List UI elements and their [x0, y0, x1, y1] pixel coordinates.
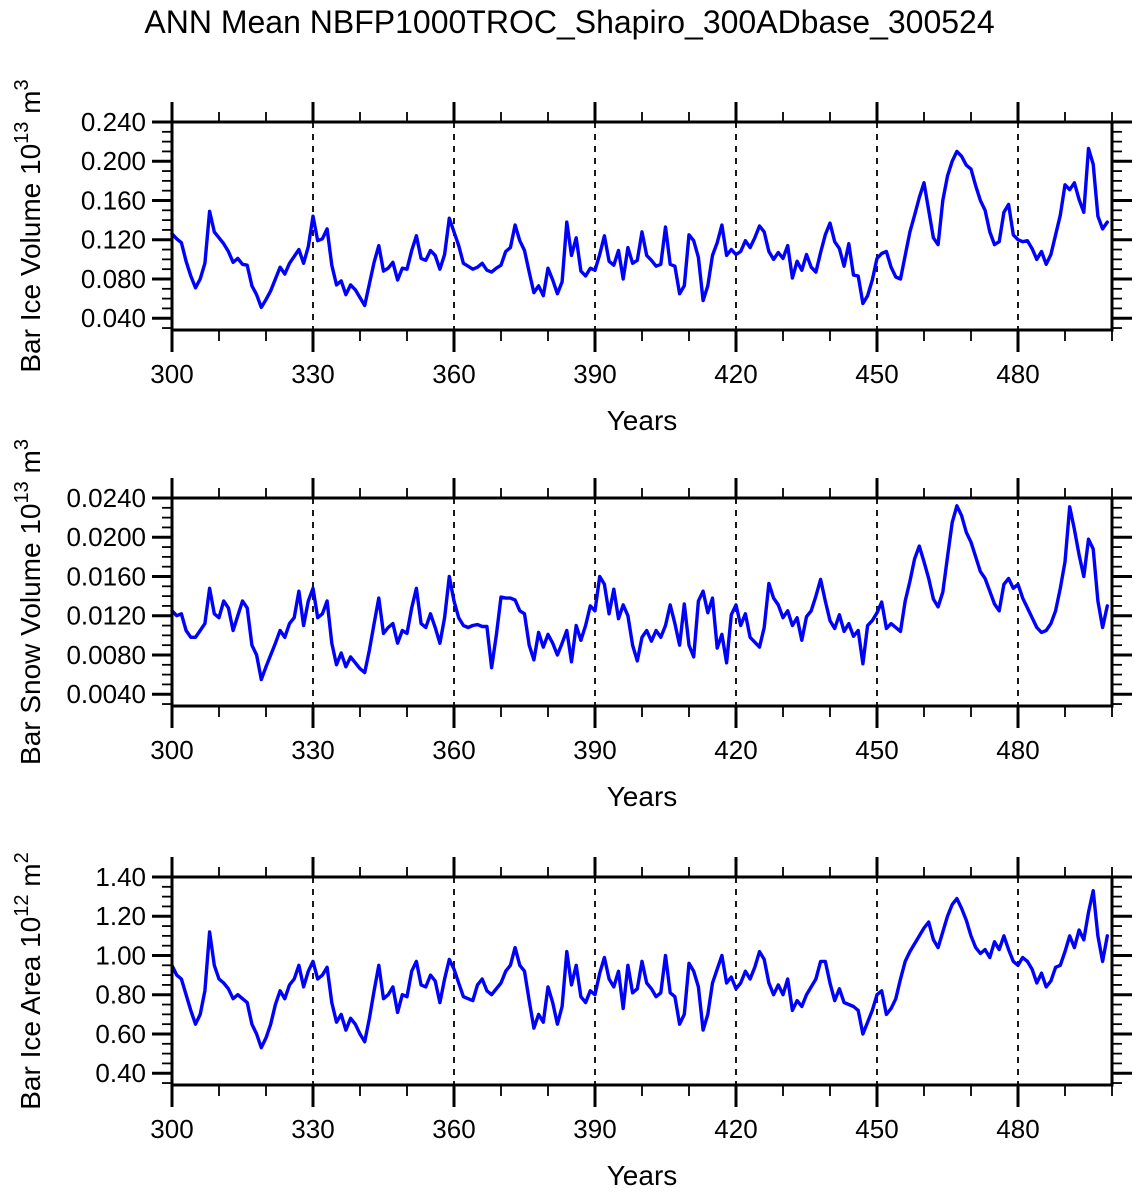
- panel-bar-ice-area: 0.40 0.60 0.80 1.00 1.20 1.40 300 330 360 390 420 4…: [11, 852, 1132, 1191]
- svg-text:480: 480: [996, 359, 1039, 389]
- plot-frame: [170, 875, 1114, 1087]
- svg-text:0.040: 0.040: [81, 303, 146, 333]
- svg-text:0.80: 0.80: [95, 980, 146, 1010]
- y-axis-label: Bar Ice Volume 1013 m3: [11, 79, 46, 372]
- svg-text:0.0120: 0.0120: [66, 601, 146, 631]
- svg-text:360: 360: [432, 735, 475, 765]
- data-line: [170, 889, 1110, 1050]
- gridlines: [312, 877, 1019, 1085]
- y-axis-label: Bar Ice Area 1012 m2: [11, 852, 46, 1110]
- svg-text:360: 360: [432, 1114, 475, 1144]
- y-tick-labels: 0.040 0.080 0.120 0.160 0.200 0.240: [81, 107, 146, 333]
- plot-frame: [170, 496, 1114, 708]
- svg-text:480: 480: [996, 735, 1039, 765]
- svg-text:0.080: 0.080: [81, 264, 146, 294]
- svg-text:0.200: 0.200: [81, 146, 146, 176]
- svg-text:300: 300: [150, 735, 193, 765]
- y-tick-labels: 0.40 0.60 0.80 1.00 1.20 1.40: [95, 862, 146, 1088]
- svg-text:330: 330: [291, 1114, 334, 1144]
- gridlines: [312, 498, 1019, 706]
- x-tick-labels: 300 330 360 390 420 450 480: [150, 1114, 1039, 1144]
- svg-text:390: 390: [573, 1114, 616, 1144]
- data-line: [170, 146, 1110, 310]
- svg-text:1.00: 1.00: [95, 940, 146, 970]
- x-ticks: [170, 478, 1113, 728]
- svg-text:0.120: 0.120: [81, 225, 146, 255]
- svg-text:0.240: 0.240: [81, 107, 146, 137]
- svg-text:420: 420: [714, 1114, 757, 1144]
- svg-text:1.20: 1.20: [95, 901, 146, 931]
- x-tick-labels: 300 330 360 390 420 450 480: [150, 735, 1039, 765]
- svg-text:0.0160: 0.0160: [66, 561, 146, 591]
- gridlines: [312, 122, 1019, 330]
- y-ticks: [152, 496, 1132, 705]
- x-ticks: [170, 102, 1113, 352]
- svg-text:300: 300: [150, 1114, 193, 1144]
- x-axis-label: Years: [607, 781, 678, 812]
- svg-text:330: 330: [291, 735, 334, 765]
- svg-text:390: 390: [573, 735, 616, 765]
- svg-text:330: 330: [291, 359, 334, 389]
- svg-text:0.0080: 0.0080: [66, 640, 146, 670]
- x-axis-label: Years: [607, 405, 678, 436]
- x-tick-labels: 300 330 360 390 420 450 480: [150, 359, 1039, 389]
- svg-text:360: 360: [432, 359, 475, 389]
- svg-text:390: 390: [573, 359, 616, 389]
- svg-text:420: 420: [714, 359, 757, 389]
- svg-text:480: 480: [996, 1114, 1039, 1144]
- svg-text:0.0240: 0.0240: [66, 483, 146, 513]
- svg-text:300: 300: [150, 359, 193, 389]
- y-tick-labels: 0.0040 0.0080 0.0120 0.0160 0.0200 0.0240: [66, 483, 146, 709]
- x-ticks: [170, 857, 1113, 1107]
- svg-text:0.0200: 0.0200: [66, 522, 146, 552]
- data-line: [170, 504, 1110, 682]
- svg-text:0.60: 0.60: [95, 1019, 146, 1049]
- x-axis-label: Years: [607, 1160, 678, 1191]
- chart-title: ANN Mean NBFP1000TROC_Shapiro_300ADbase_…: [144, 4, 995, 40]
- svg-text:0.40: 0.40: [95, 1058, 146, 1088]
- svg-text:0.160: 0.160: [81, 185, 146, 215]
- svg-text:450: 450: [855, 1114, 898, 1144]
- y-axis-label: Bar Snow Volume 1013 m3: [11, 439, 46, 765]
- svg-text:1.40: 1.40: [95, 862, 146, 892]
- svg-text:450: 450: [855, 735, 898, 765]
- svg-text:0.0040: 0.0040: [66, 679, 146, 709]
- y-ticks: [152, 875, 1132, 1084]
- y-ticks: [152, 120, 1132, 329]
- svg-text:420: 420: [714, 735, 757, 765]
- svg-text:450: 450: [855, 359, 898, 389]
